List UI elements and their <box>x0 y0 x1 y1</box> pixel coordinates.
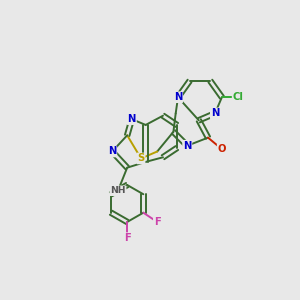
Text: F: F <box>124 233 130 243</box>
Text: O: O <box>218 144 226 154</box>
Text: N: N <box>183 141 191 151</box>
Text: N: N <box>108 146 116 157</box>
Text: N: N <box>174 92 182 102</box>
Text: N: N <box>128 114 136 124</box>
Text: S: S <box>137 153 145 164</box>
Text: NH: NH <box>110 186 126 195</box>
Text: Cl: Cl <box>232 92 244 102</box>
Text: N: N <box>211 108 219 118</box>
Text: F: F <box>154 217 160 227</box>
